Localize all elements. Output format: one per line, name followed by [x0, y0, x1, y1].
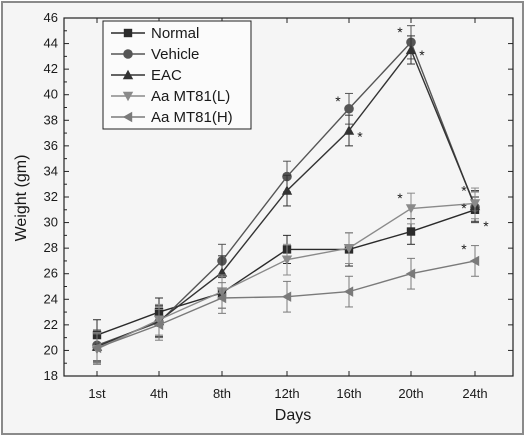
y-tick-label: 36: [44, 138, 58, 153]
y-tick-label: 28: [44, 240, 58, 255]
significance-marker: *: [461, 200, 467, 216]
significance-marker: *: [461, 241, 467, 257]
legend-item-normal: Normal: [111, 25, 199, 42]
significance-marker: *: [397, 24, 403, 40]
significance-marker: *: [483, 218, 489, 234]
data-point: [91, 342, 102, 354]
y-tick-label: 26: [44, 266, 58, 281]
significance-marker: *: [335, 93, 341, 109]
x-tick-label: 4th: [150, 386, 168, 401]
legend-label: EAC: [151, 67, 182, 84]
data-point: [343, 286, 354, 297]
y-tick-label: 44: [44, 36, 58, 51]
data-point: [343, 243, 355, 254]
plot-area: 18 20 22 24 26 28 30 32 34 36 38 40 42 44 46 1st 4th 8th 1…: [44, 10, 514, 401]
y-tick-label: 32: [44, 189, 58, 204]
data-point: [153, 319, 164, 331]
data-point: [344, 103, 354, 114]
legend-label: Vehicle: [151, 46, 199, 63]
x-tick-label: 16th: [336, 386, 361, 401]
legend: Normal Vehicle EAC Aa MT81(L) Aa MT81(H): [102, 20, 252, 130]
legend-item-aa-mt81-h: Aa MT81(H): [111, 109, 233, 126]
y-tick-label: 18: [44, 368, 58, 383]
x-axis-title: Days: [275, 407, 311, 424]
y-tick-label: 20: [44, 342, 58, 357]
y-tick-label: 24: [44, 291, 58, 306]
legend-marker: [123, 49, 133, 59]
y-tick-label: 38: [44, 112, 58, 127]
data-point: [216, 292, 227, 304]
data-point: [281, 185, 293, 195]
legend-marker: [122, 111, 133, 123]
x-tick-label: 1st: [88, 386, 106, 401]
data-point: [281, 291, 292, 302]
data-point: [405, 204, 417, 214]
y-tick-label: 22: [44, 317, 58, 332]
legend-label: Normal: [151, 25, 199, 42]
data-point: [469, 255, 480, 267]
data-point: [469, 199, 481, 209]
x-tick-label: 12th: [274, 386, 299, 401]
legend-label: Aa MT81(L): [151, 88, 230, 105]
legend-marker: [123, 28, 133, 38]
y-tick-label: 40: [44, 87, 58, 102]
legend-item-aa-mt81-l: Aa MT81(L): [111, 88, 230, 105]
y-axis-title: Weight (gm): [13, 155, 30, 242]
data-point: [405, 44, 417, 55]
data-point: [405, 268, 416, 279]
y-tick-label: 34: [44, 163, 58, 178]
legend-marker: [122, 69, 134, 80]
x-tick-label: 24th: [462, 386, 487, 401]
y-tick-label: 30: [44, 215, 58, 230]
significance-marker: *: [419, 47, 425, 63]
y-tick-label: 42: [44, 61, 58, 76]
data-point: [343, 125, 355, 135]
significance-marker: *: [397, 190, 403, 206]
data-point: [216, 267, 228, 277]
legend-marker: [122, 91, 134, 102]
significance-marker: *: [461, 182, 467, 198]
x-tick-label: 8th: [213, 386, 231, 401]
legend-item-vehicle: Vehicle: [111, 46, 199, 63]
y-tick-label: 46: [44, 10, 58, 25]
significance-marker: *: [357, 129, 363, 145]
legend-label: Aa MT81(H): [151, 109, 233, 126]
data-point: [406, 227, 416, 236]
x-tick-label: 20th: [398, 386, 423, 401]
data-point: [281, 255, 293, 265]
legend-item-eac: EAC: [111, 67, 182, 84]
series-aa-mt81-h: [91, 245, 480, 364]
